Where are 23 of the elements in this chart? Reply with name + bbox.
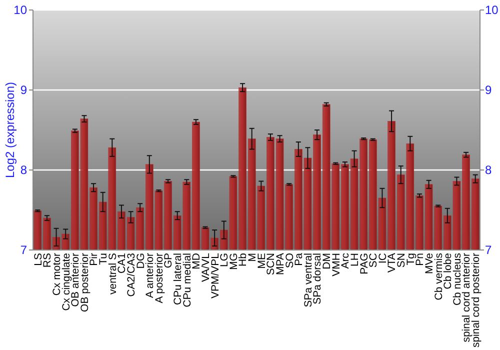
- x-tick-label: SPa dorsal: [312, 253, 324, 304]
- x-tick-label: VPM/VPL: [209, 252, 222, 299]
- y-tick-label: 7: [20, 243, 28, 258]
- x-tick-label: LS: [32, 253, 44, 266]
- y-tick-label: 10: [14, 3, 28, 18]
- y2-tick-label: 7: [485, 243, 492, 258]
- x-tick-label: Pir: [88, 252, 100, 266]
- x-tick-label: spinal cord posterior: [470, 252, 482, 348]
- y-tick-label: 8: [20, 163, 28, 178]
- x-tick-label: DG: [134, 253, 147, 269]
- y2-tick-label: 9: [485, 83, 492, 98]
- y-tick-label: 9: [20, 83, 28, 98]
- y-axis-title: Log2 (expression): [3, 82, 18, 178]
- x-tick-label: CPu medial: [181, 253, 194, 308]
- x-tick-label: Hb: [237, 252, 250, 266]
- x-tick-label: PAG: [358, 253, 370, 274]
- y2-tick-label: 8: [485, 163, 492, 178]
- x-tick-label: Cx cingulate: [60, 252, 72, 311]
- x-tick-label: SO: [284, 253, 296, 268]
- y2-tick-label: 10: [485, 3, 499, 18]
- x-tick-label: VTA: [386, 253, 398, 273]
- x-tick-label: GP: [162, 253, 175, 268]
- x-tick-label: spinal cord anterior: [460, 252, 473, 342]
